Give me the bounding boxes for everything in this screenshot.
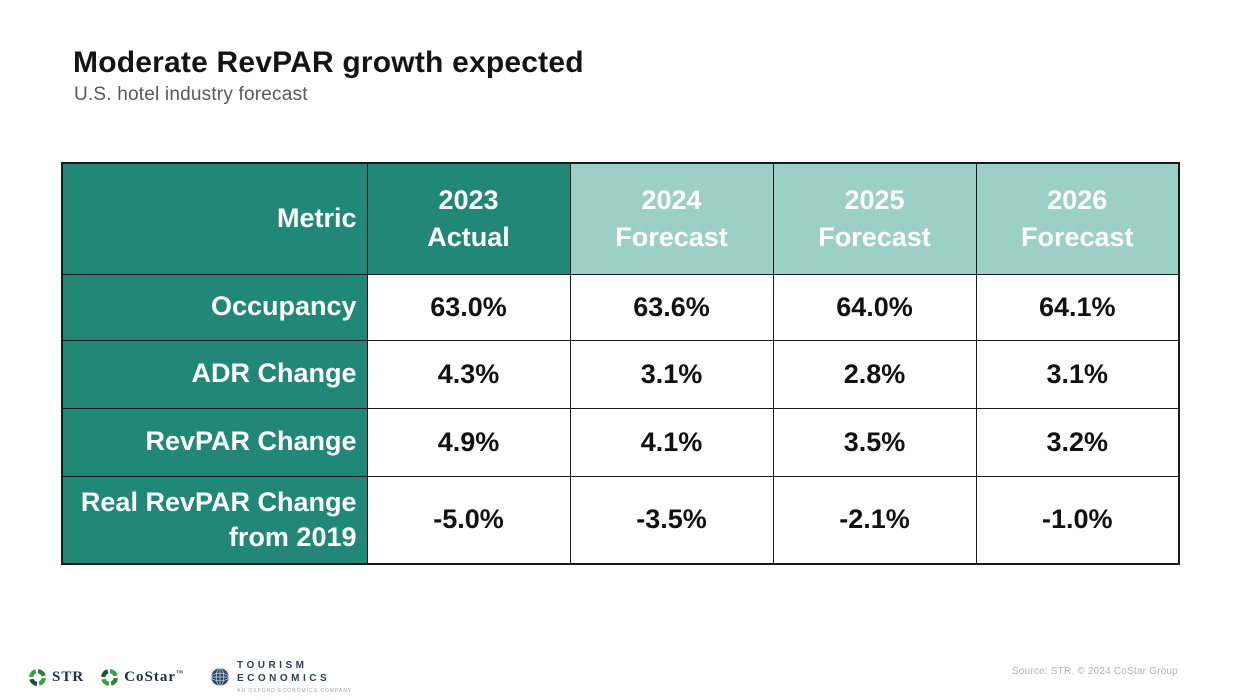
cell-value: 63.0% <box>366 273 571 341</box>
table-row-adr-change: ADR Change 4.3% 3.1% 2.8% 3.1% <box>61 339 1180 409</box>
cell-value: 3.1% <box>975 339 1180 409</box>
globe-icon <box>209 666 231 688</box>
table-row-occupancy: Occupancy 63.0% 63.6% 64.0% 64.1% <box>61 273 1180 341</box>
header-year: 2023 <box>438 185 499 216</box>
header-year: 2026 <box>1047 185 1108 216</box>
costar-pinwheel-icon <box>100 668 119 687</box>
tourism-economics-logo: TOURISM ECONOMICS AN OXFORD ECONOMICS CO… <box>209 660 352 694</box>
cell-value: 3.5% <box>772 407 977 477</box>
cell-value: -1.0% <box>975 475 1180 565</box>
column-header-2026-forecast: 2026 Forecast <box>975 162 1180 275</box>
cell-value: 4.9% <box>366 407 571 477</box>
column-header-2025-forecast: 2025 Forecast <box>772 162 977 275</box>
cell-value: -3.5% <box>569 475 774 565</box>
header-year: 2025 <box>844 185 905 216</box>
header-kind: Forecast <box>615 221 728 252</box>
column-header-metric: Metric <box>61 162 368 275</box>
cell-value: 4.3% <box>366 339 571 409</box>
table-row-revpar-change: RevPAR Change 4.9% 4.1% 3.5% 3.2% <box>61 407 1180 477</box>
row-label: Real RevPAR Change from 2019 <box>61 475 368 565</box>
slide-title: Moderate RevPAR growth expected <box>73 46 584 79</box>
header-kind: Actual <box>427 221 510 252</box>
table-row-real-revpar-change: Real RevPAR Change from 2019 -5.0% -3.5%… <box>61 475 1180 565</box>
cell-value: 4.1% <box>569 407 774 477</box>
row-label: RevPAR Change <box>61 407 368 477</box>
footer-logos: STR CoStar™ TOURISM ECONOMICS <box>28 656 352 698</box>
str-pinwheel-icon <box>28 668 47 687</box>
cell-value: -2.1% <box>772 475 977 565</box>
str-logo: STR <box>28 668 84 687</box>
column-header-2024-forecast: 2024 Forecast <box>569 162 774 275</box>
costar-wordmark: CoStar™ <box>124 668 184 685</box>
column-header-2023-actual: 2023 Actual <box>366 162 571 275</box>
tourism-economics-word2: ECONOMICS <box>237 672 331 684</box>
str-wordmark: STR <box>52 668 85 685</box>
slide-subtitle: U.S. hotel industry forecast <box>74 84 308 105</box>
tourism-economics-tagline: AN OXFORD ECONOMICS COMPANY <box>237 688 353 694</box>
header-kind: Forecast <box>818 221 931 252</box>
row-label: Occupancy <box>61 273 368 341</box>
cell-value: 64.0% <box>772 273 977 341</box>
cell-value: 3.1% <box>569 339 774 409</box>
cell-value: 63.6% <box>569 273 774 341</box>
cell-value: 2.8% <box>772 339 977 409</box>
cell-value: 64.1% <box>975 273 1180 341</box>
forecast-table-container: Metric 2023 Actual 2024 Forecast 2025 Fo… <box>61 162 1180 565</box>
forecast-table: Metric 2023 Actual 2024 Forecast 2025 Fo… <box>61 162 1180 565</box>
header-kind: Forecast <box>1020 221 1134 252</box>
table-header-row: Metric 2023 Actual 2024 Forecast 2025 Fo… <box>61 162 1180 275</box>
header-year: 2024 <box>641 185 702 216</box>
row-label: ADR Change <box>61 339 368 409</box>
source-note: Source: STR. © 2024 CoStar Group <box>1011 666 1178 677</box>
costar-logo: CoStar™ <box>100 668 183 687</box>
tourism-economics-word1: TOURISM <box>237 660 308 671</box>
trademark-symbol: ™ <box>176 668 184 677</box>
cell-value: -5.0% <box>366 475 571 565</box>
cell-value: 3.2% <box>975 407 1180 477</box>
